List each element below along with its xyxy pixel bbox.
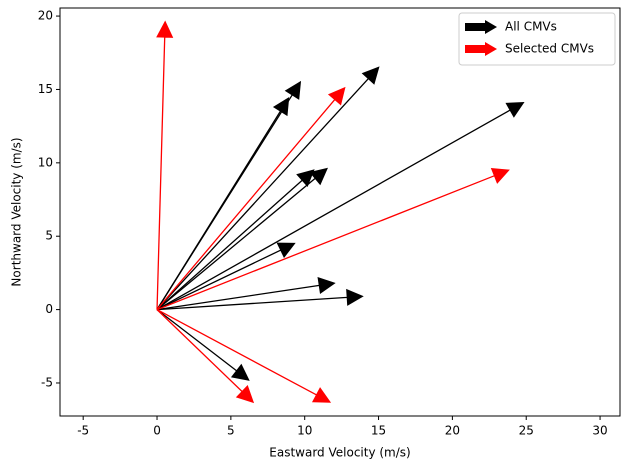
quiver-arrow: [156, 86, 346, 311]
legend-box: [458, 12, 616, 66]
quiver-arrow: [156, 309, 255, 404]
y-tick-label: 10: [38, 155, 53, 169]
quiver-arrow: [156, 20, 174, 310]
quiver-arrow: [156, 80, 302, 310]
quiver-arrow: [156, 242, 296, 311]
quiver-arrow: [156, 288, 364, 311]
y-tick-label: 20: [38, 9, 53, 23]
plot-frame: [59, 7, 621, 417]
legend: All CMVs Selected CMVs: [458, 12, 616, 66]
y-tick-label: -5: [41, 375, 53, 389]
legend-label: All CMVs: [505, 20, 557, 34]
x-tick-label: 10: [297, 424, 312, 438]
legend-label: Selected CMVs: [505, 42, 594, 56]
y-tick-label: 15: [38, 82, 53, 96]
x-tick-label: 5: [227, 424, 235, 438]
quiver-arrow: [156, 101, 525, 311]
x-tick-label: -5: [77, 424, 89, 438]
quiver-arrow: [156, 309, 250, 381]
quiver-arrow: [156, 66, 380, 311]
x-tick-label: 25: [519, 424, 534, 438]
x-tick-label: 15: [371, 424, 386, 438]
quiver-arrow: [156, 167, 328, 311]
quiver-arrow: [156, 167, 510, 311]
x-tick-label: 0: [153, 424, 161, 438]
x-tick-label: 20: [445, 424, 460, 438]
x-tick-label: 30: [592, 424, 607, 438]
quiver-arrow: [156, 169, 315, 311]
legend-swatch: [465, 20, 497, 34]
y-axis-label: Northward Velocity (m/s): [10, 137, 24, 286]
quiver-arrow: [156, 277, 336, 311]
legend-swatch: [465, 42, 497, 56]
y-tick-label: 0: [45, 302, 53, 316]
x-axis-label: Eastward Velocity (m/s): [269, 446, 410, 460]
quiver-arrow: [156, 309, 332, 403]
y-tick-label: 5: [45, 229, 53, 243]
